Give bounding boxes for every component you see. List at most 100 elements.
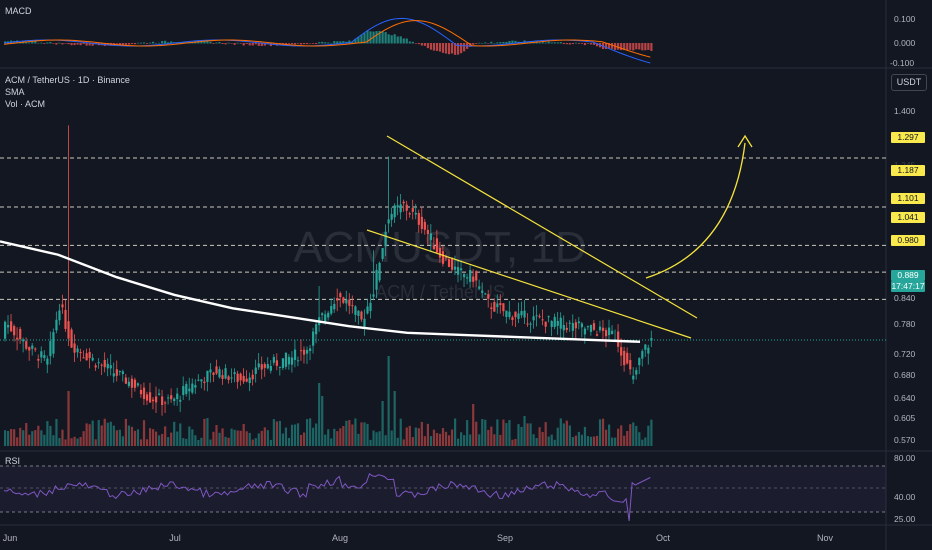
trendlines[interactable] <box>366 134 753 339</box>
macd-histogram-bar <box>257 43 260 46</box>
rsi-label: RSI <box>5 456 20 466</box>
volume-bar <box>287 437 291 446</box>
volume-bar <box>58 438 61 446</box>
volume-bar <box>604 429 608 446</box>
volume-indicator-label[interactable]: Vol · ACM <box>5 99 45 109</box>
sma-indicator-label[interactable]: SMA <box>5 87 25 97</box>
volume-bar <box>263 427 266 446</box>
candle-body <box>520 311 523 316</box>
candle-body <box>176 393 179 400</box>
macd-histogram-bar <box>571 43 574 45</box>
symbol-title[interactable]: ACM / TetherUS · 1D · Binance <box>5 75 130 85</box>
volume-bar <box>460 432 463 446</box>
volume-bar <box>121 436 124 446</box>
volume-bar <box>197 439 200 446</box>
macd-histogram-bar <box>61 43 64 45</box>
volume-bar <box>251 439 254 446</box>
candle-body <box>233 372 236 375</box>
candle-body <box>336 298 339 301</box>
volume-bar <box>13 429 16 446</box>
level-label-1041[interactable]: 1.041 <box>891 212 925 223</box>
macd-histogram-bar <box>592 43 596 45</box>
macd-histogram-bar <box>203 41 206 44</box>
volume-bar <box>541 431 544 446</box>
candle-body <box>284 352 288 367</box>
candle-body <box>79 352 82 354</box>
macd-histogram-bar <box>155 42 158 44</box>
rsi-tick: 80.00 <box>894 453 916 463</box>
volume-bar <box>441 428 445 446</box>
volume-bar <box>393 391 396 446</box>
volume-bar <box>324 434 327 446</box>
macd-histogram-bar <box>463 43 466 52</box>
macd-histogram-bar <box>487 43 490 44</box>
candle-body <box>342 297 345 303</box>
candle-body <box>324 314 327 322</box>
volume-bar <box>360 422 363 446</box>
candle-body <box>393 205 396 218</box>
candle-body <box>351 305 354 307</box>
macd-histogram-bar <box>441 43 445 53</box>
macd-histogram-bar <box>505 41 508 44</box>
rsi-pane-plot <box>0 465 886 522</box>
candle-body <box>31 345 34 349</box>
macd-histogram-bar <box>25 42 28 44</box>
candle-body <box>417 213 420 225</box>
candle-body <box>411 207 414 212</box>
macd-histogram-bar <box>299 43 303 45</box>
candle-body <box>22 339 25 342</box>
current-price-label: 0.889 <box>891 270 925 281</box>
candle-body <box>523 310 526 318</box>
macd-histogram-bar <box>324 42 327 44</box>
macd-histogram-bar <box>34 41 37 44</box>
volume-bar <box>357 433 360 446</box>
candle-body <box>109 365 112 369</box>
candle-body <box>85 353 88 361</box>
candle-body <box>457 267 460 275</box>
volume-bar <box>469 434 472 446</box>
candle-body <box>94 365 97 368</box>
candle-body <box>19 328 22 340</box>
candle-body <box>638 358 641 366</box>
macd-histogram-bar <box>650 43 653 51</box>
candle-body <box>224 368 227 379</box>
macd-histogram-bar <box>583 43 587 46</box>
volume-bar <box>194 435 197 446</box>
macd-histogram-bar <box>460 43 463 54</box>
candle-body <box>333 303 336 310</box>
candle-body <box>206 370 209 382</box>
macd-histogram-bar <box>357 36 360 44</box>
macd-histogram-bar <box>85 43 88 46</box>
candle-body <box>106 363 109 369</box>
macd-histogram-bar <box>381 31 384 44</box>
macd-histogram-bar <box>499 42 502 44</box>
macd-histogram-bar <box>493 42 496 44</box>
volume-bar <box>538 427 541 446</box>
candle-body <box>82 357 85 359</box>
macd-histogram-bar <box>559 42 562 44</box>
macd-histogram-bar <box>263 43 266 46</box>
candle-body <box>577 321 580 324</box>
candle-body <box>532 316 535 321</box>
level-label-1297[interactable]: 1.297 <box>891 132 925 143</box>
time-label: Jul <box>169 533 181 543</box>
macd-histogram-bar <box>73 43 76 46</box>
volume-bar <box>242 423 245 446</box>
horizontal-levels[interactable] <box>0 157 886 341</box>
volume-bar <box>73 436 76 446</box>
macd-histogram-bar <box>52 43 55 44</box>
macd-histogram-bar <box>568 43 571 45</box>
level-label-0980[interactable]: 0.980 <box>891 235 925 246</box>
currency-unit-button[interactable]: USDT <box>891 74 927 91</box>
candle-body <box>366 306 369 314</box>
level-label-1187[interactable]: 1.187 <box>891 165 925 176</box>
macd-histogram-bar <box>133 43 137 45</box>
rsi-band <box>0 466 886 512</box>
volume-bar <box>529 423 532 446</box>
macd-histogram-bar <box>251 43 254 46</box>
level-label-1101[interactable]: 1.101 <box>891 193 925 204</box>
macd-histogram-bar <box>604 43 608 50</box>
volume-bar <box>635 425 638 446</box>
volume-bar <box>345 420 348 446</box>
